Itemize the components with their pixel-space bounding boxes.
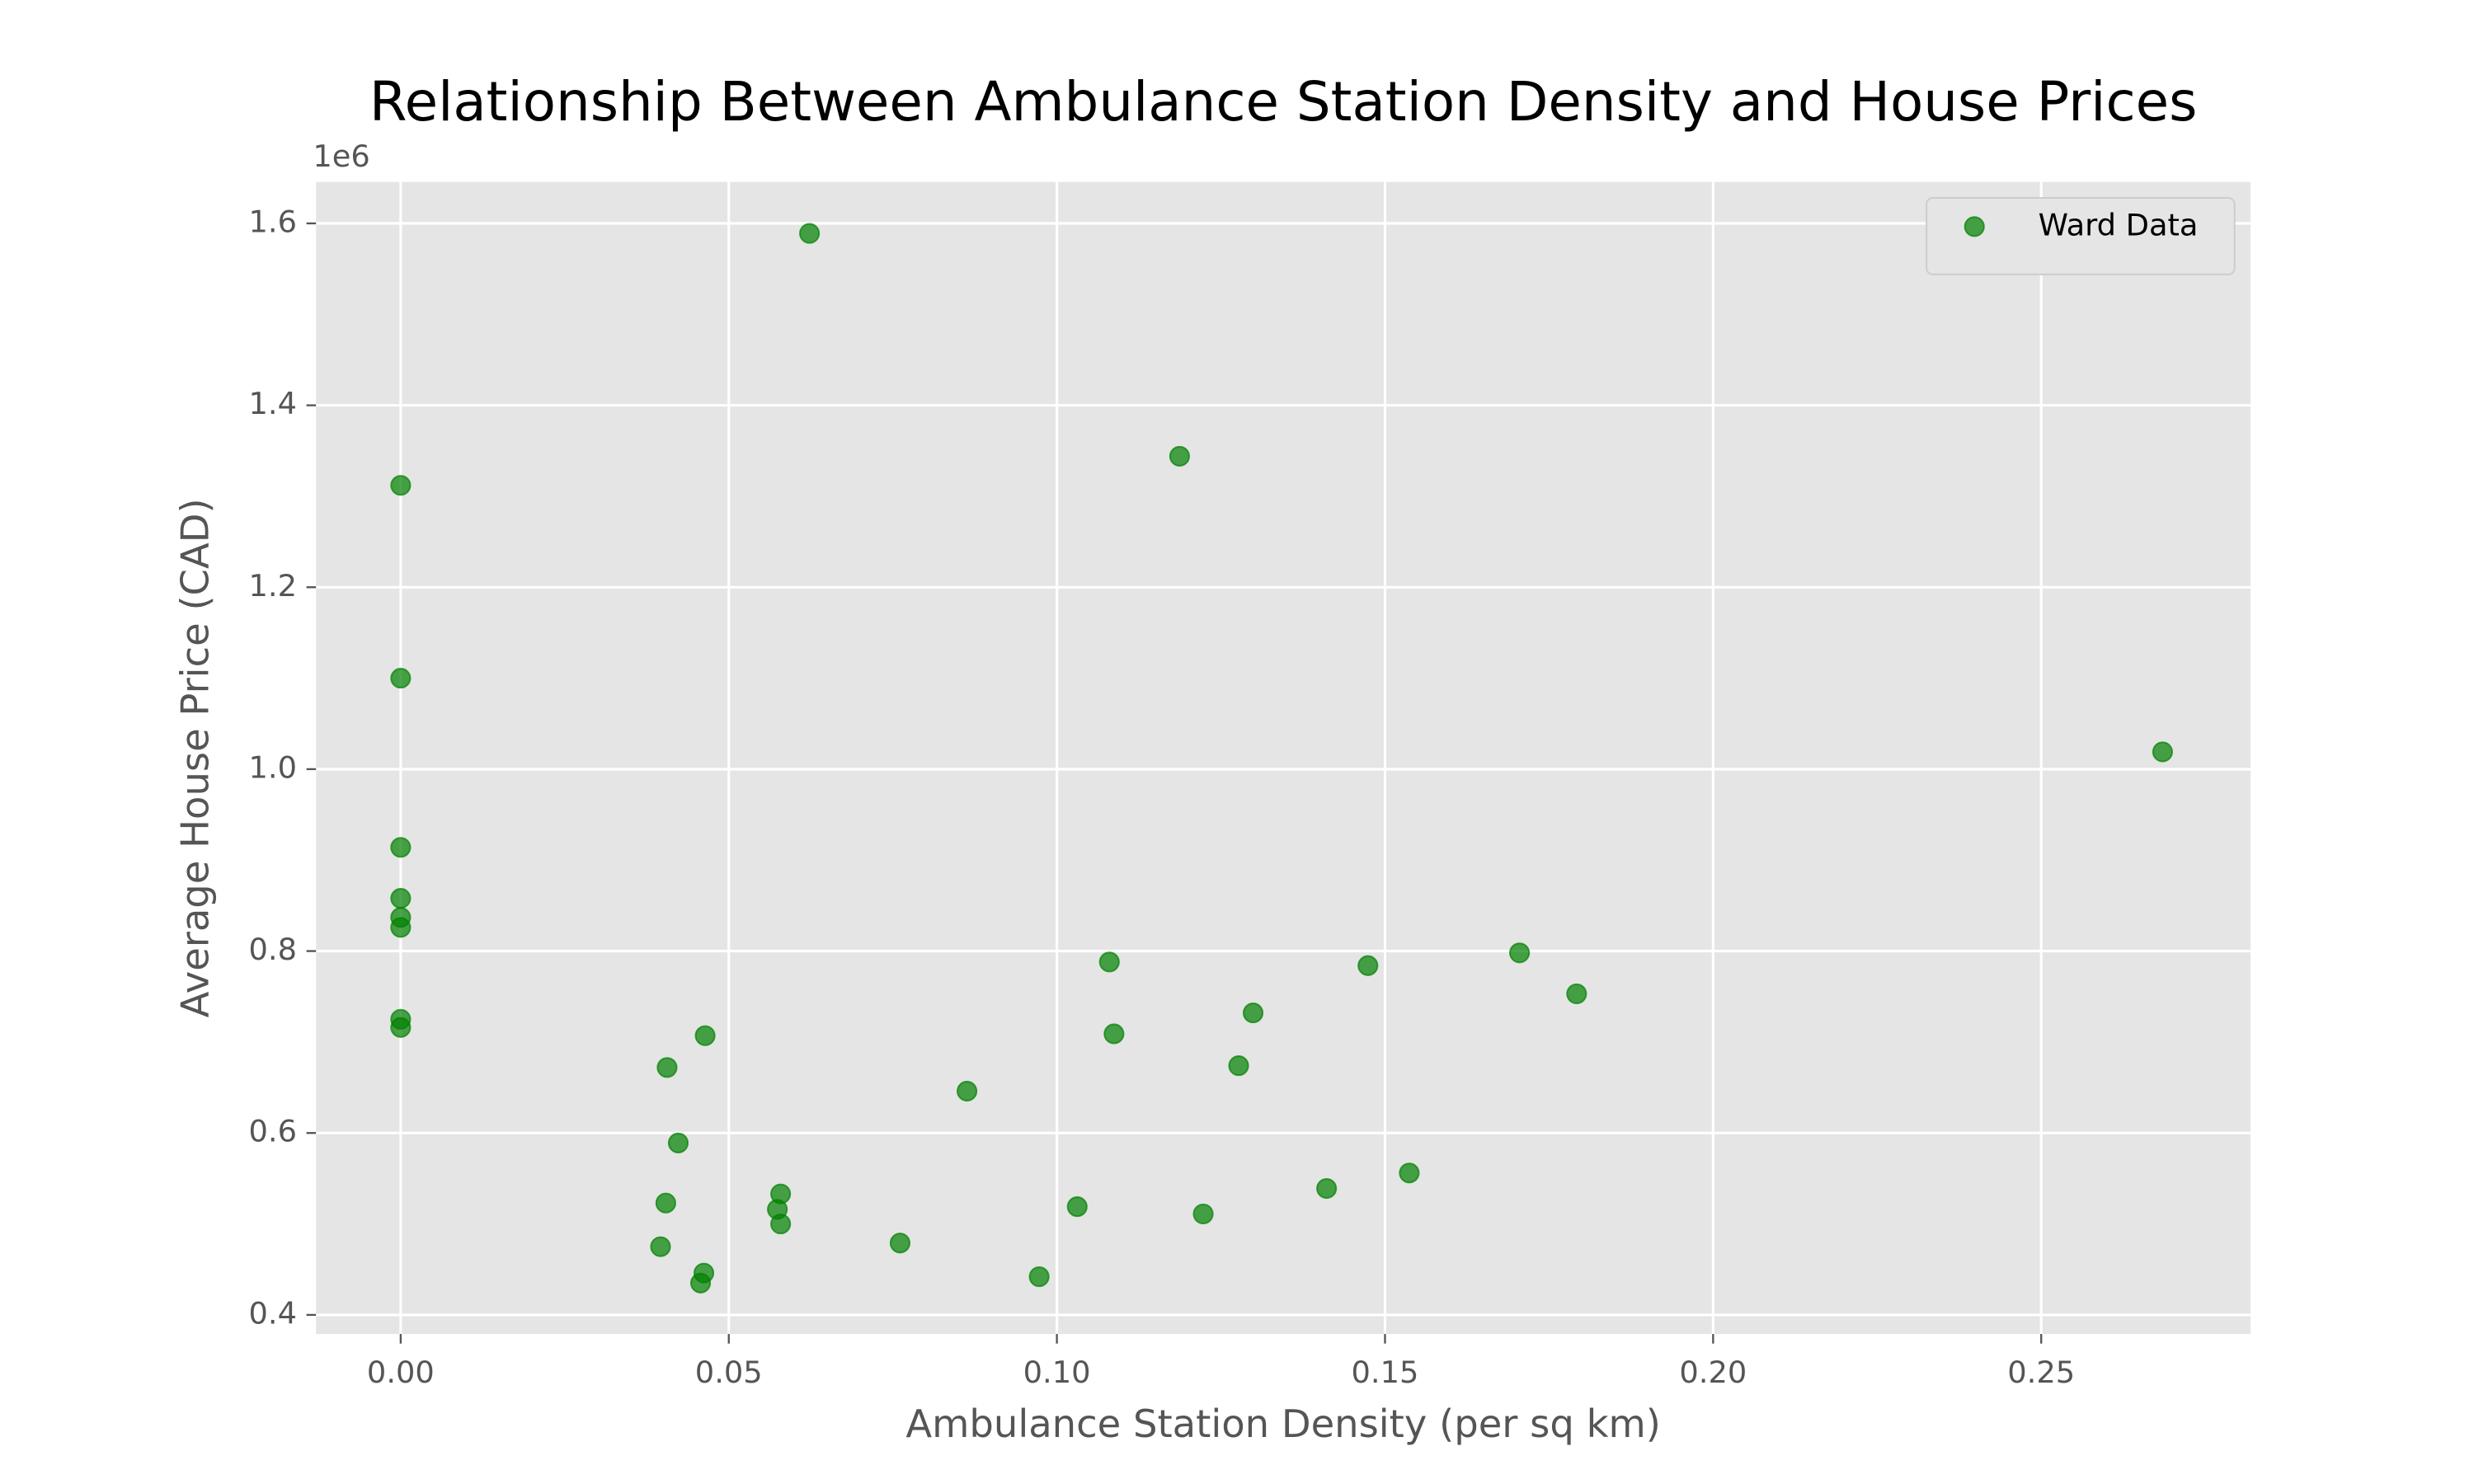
legend-marker	[1964, 216, 1985, 237]
point	[2152, 741, 2173, 763]
point	[1103, 1023, 1125, 1045]
y-tick-label: 1.4	[249, 386, 297, 421]
point	[1399, 1162, 1420, 1184]
y-tick-label: 0.4	[249, 1295, 297, 1331]
point	[1242, 1003, 1264, 1024]
point	[655, 1192, 676, 1214]
point	[1192, 1203, 1214, 1225]
point	[390, 837, 412, 858]
point	[1357, 955, 1379, 976]
point	[694, 1025, 716, 1046]
x-tick-label: 0.05	[695, 1355, 763, 1390]
legend-box	[1926, 197, 2236, 275]
y-tick-label: 0.6	[249, 1114, 297, 1149]
point	[1509, 942, 1531, 964]
point	[799, 223, 821, 244]
x-tick-label: 0.10	[1023, 1355, 1091, 1390]
x-tick-label: 0.25	[2007, 1355, 2075, 1390]
point	[889, 1233, 911, 1254]
x-tick-label: 0.00	[367, 1355, 435, 1390]
y-tick-label: 1.2	[249, 568, 297, 603]
plot-area	[316, 181, 2251, 1335]
point	[1566, 983, 1587, 1005]
point	[689, 1272, 712, 1294]
point	[650, 1236, 671, 1257]
legend-label: Ward Data	[2039, 207, 2199, 242]
x-tick-label: 0.15	[1352, 1355, 1419, 1390]
point	[1169, 445, 1190, 467]
point	[390, 668, 412, 689]
point	[1066, 1196, 1088, 1218]
point	[390, 1017, 412, 1038]
point	[770, 1213, 792, 1235]
point	[1028, 1266, 1050, 1288]
point	[390, 888, 412, 909]
y-tick-label: 1.0	[249, 749, 297, 785]
x-tick-label: 0.20	[1679, 1355, 1747, 1390]
y-offset-label: 1e6	[313, 139, 369, 174]
point	[390, 475, 412, 496]
y-tick-label: 0.8	[249, 932, 297, 967]
y-axis-label: Average House Price (CAD)	[173, 498, 218, 1017]
point	[1228, 1055, 1249, 1077]
grid	[316, 181, 2251, 1335]
y-tick-label: 1.6	[249, 204, 297, 239]
marks	[390, 223, 2173, 1294]
point	[957, 1080, 978, 1102]
chart-title: Relationship Between Ambulance Station D…	[369, 70, 2198, 134]
x-axis-label: Ambulance Station Density (per sq km)	[905, 1402, 1660, 1446]
legend: Ward Data	[1926, 197, 2236, 275]
point	[1316, 1177, 1338, 1200]
point	[1098, 951, 1120, 973]
point	[656, 1057, 678, 1078]
point	[667, 1132, 689, 1153]
point	[390, 917, 412, 938]
